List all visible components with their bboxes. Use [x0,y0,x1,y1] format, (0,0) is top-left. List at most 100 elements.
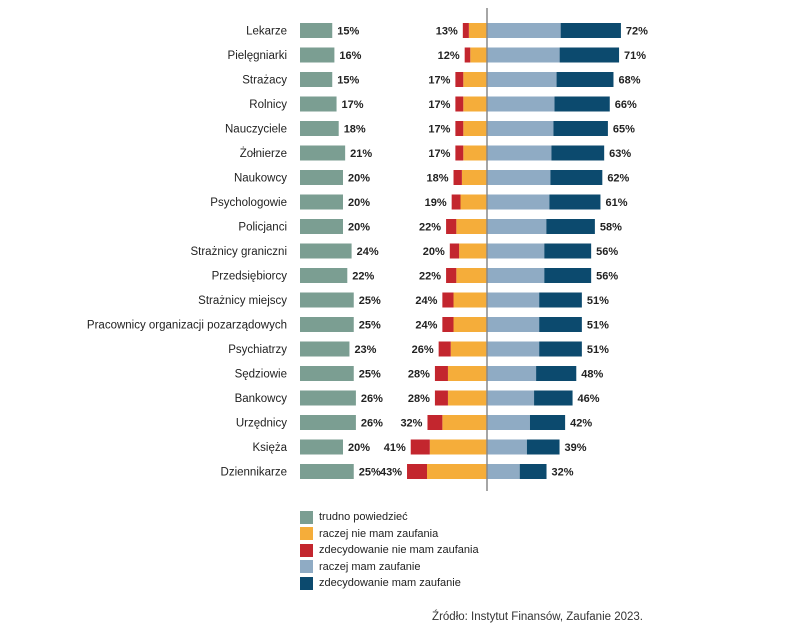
strong-distrust-bar [455,96,464,112]
category-label: Naukowcy [234,173,287,185]
neutral-value-label: 25% [359,467,381,479]
strong-trust-bar [544,243,592,259]
strong-trust-bar [550,170,603,185]
neutral-value-label: 17% [342,99,364,111]
neutral-bar [300,170,343,185]
neutral-bar [300,219,343,234]
category-label: Dziennikarze [221,467,287,479]
trust-value-label: 51% [587,320,609,332]
trust-value-label: 51% [587,344,609,356]
rather-distrust-bar [463,145,487,161]
category-label: Psychiatrzy [228,344,287,356]
distrust-value-label: 28% [408,369,430,381]
rather-trust-bar [487,243,545,259]
neutral-value-label: 20% [348,173,370,185]
rather-trust-bar [487,415,530,430]
trust-value-label: 58% [600,222,622,234]
category-label: Policjanci [238,222,287,234]
strong-trust-bar [539,341,582,357]
strong-distrust-bar [434,390,448,406]
category-label: Bankowcy [235,393,288,405]
strong-trust-bar [519,464,547,479]
distrust-value-label: 20% [423,246,445,258]
neutral-value-label: 21% [350,148,372,160]
neutral-value-label: 26% [361,418,383,430]
category-label: Strażnicy graniczni [190,246,287,258]
strong-distrust-bar [449,243,460,259]
strong-trust-bar [529,415,566,430]
neutral-value-label: 25% [359,295,381,307]
neutral-bar [300,390,356,406]
rather-distrust-bar [468,23,487,38]
rather-distrust-bar [459,243,487,259]
legend-item: trudno powiedzieć [300,509,479,525]
strong-distrust-bar [451,194,461,210]
chart-rows: Lekarze 15% 13% 72% Pielęgniarki 16% 12% 71% Str… [87,23,648,479]
category-label: Nauczyciele [225,124,287,136]
legend-item: zdecydowanie nie mam zaufania [300,542,479,558]
neutral-bar [300,96,337,112]
distrust-value-label: 17% [428,148,450,160]
distrust-value-label: 28% [408,393,430,405]
strong-trust-bar [551,145,605,161]
distrust-value-label: 18% [426,173,448,185]
distrust-value-label: 17% [428,99,450,111]
distrust-value-label: 41% [384,442,406,454]
trust-value-label: 42% [570,418,592,430]
rather-trust-bar [487,96,555,112]
neutral-value-label: 22% [352,271,374,283]
rather-distrust-bar [453,317,487,332]
strong-distrust-bar [446,219,457,234]
rather-trust-bar [487,317,540,332]
rather-distrust-bar [463,72,487,87]
rather-distrust-bar [463,96,487,112]
rather-trust-bar [487,170,551,185]
neutral-bar [300,243,352,259]
distrust-value-label: 24% [415,295,437,307]
trust-value-label: 56% [596,271,618,283]
rather-distrust-bar [427,464,487,479]
rather-trust-bar [487,121,554,136]
strong-distrust-bar [464,47,471,63]
neutral-bar [300,292,354,308]
category-label: Księża [252,442,287,454]
strong-distrust-bar [455,72,464,87]
distrust-value-label: 17% [428,124,450,136]
rather-trust-bar [487,464,520,479]
strong-trust-bar [546,219,595,234]
strong-distrust-bar [453,170,462,185]
strong-distrust-bar [462,23,469,38]
strong-trust-bar [556,72,614,87]
rather-trust-bar [487,194,550,210]
distrust-value-label: 22% [419,222,441,234]
strong-distrust-bar [455,145,464,161]
category-label: Psychologowie [210,197,287,209]
rather-trust-bar [487,23,561,38]
distrust-value-label: 17% [428,75,450,87]
category-label: Pielęgniarki [228,50,287,62]
trust-value-label: 62% [607,173,629,185]
category-label: Żołnierze [240,147,287,160]
strong-trust-bar [534,390,573,406]
rather-trust-bar [487,439,527,455]
neutral-bar [300,464,354,479]
strong-trust-bar [560,23,621,38]
neutral-value-label: 15% [337,75,359,87]
strong-trust-bar [553,121,608,136]
category-label: Pracownicy organizacji pozarządowych [87,320,287,332]
rather-distrust-bar [456,219,487,234]
neutral-value-label: 20% [348,222,370,234]
legend-label: raczej mam zaufanie [319,560,421,573]
rather-trust-bar [487,292,540,308]
neutral-bar [300,23,333,38]
distrust-value-label: 26% [412,344,434,356]
legend-label: zdecydowanie nie mam zaufania [319,544,479,556]
neutral-bar [300,439,343,455]
neutral-value-label: 16% [339,50,361,62]
strong-distrust-bar [455,121,464,136]
legend-swatch [300,510,313,524]
rather-distrust-bar [453,292,487,308]
neutral-bar [300,366,354,381]
trust-value-label: 51% [587,295,609,307]
rather-distrust-bar [456,268,487,283]
